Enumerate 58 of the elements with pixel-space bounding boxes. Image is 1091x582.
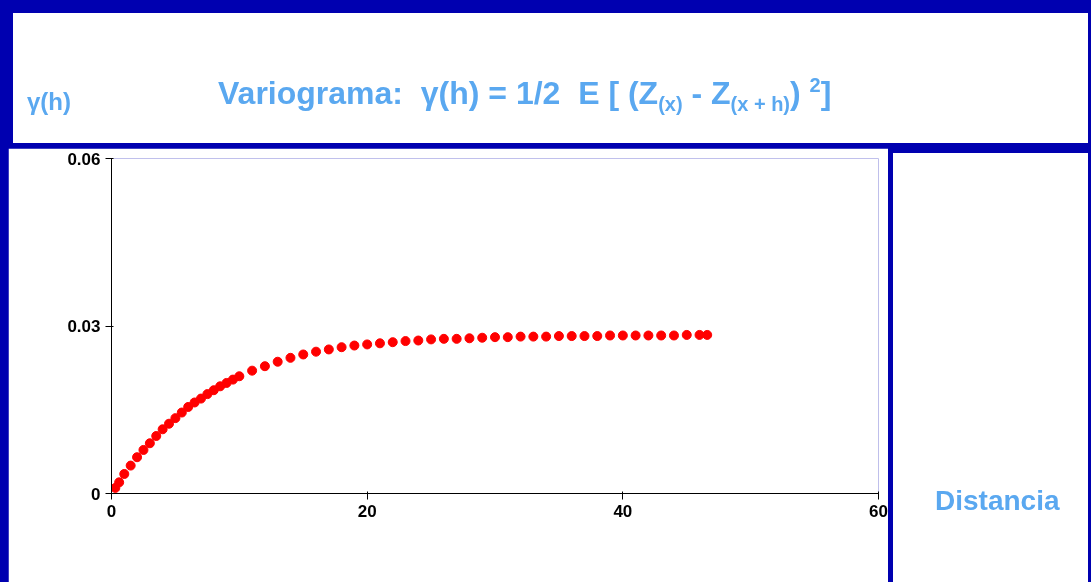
point <box>234 371 245 382</box>
point <box>643 330 654 341</box>
point <box>164 418 175 429</box>
point <box>515 331 526 342</box>
y-tick-label: 0.03 <box>67 317 101 336</box>
point <box>298 349 309 360</box>
point <box>426 334 437 345</box>
point <box>528 331 539 342</box>
point <box>451 333 462 344</box>
y-axis-title: γ(h) <box>27 87 71 117</box>
point <box>502 332 513 343</box>
x-tick-label: 0 <box>106 501 117 521</box>
chart-title: Variograma: γ(h) = 1/2 E [ (Z$_{(x)}$ - Z$_{(x + h)}$) $^{2}$] <box>218 73 832 118</box>
point <box>323 344 334 355</box>
point <box>247 365 258 376</box>
point <box>477 332 488 343</box>
point <box>144 438 155 449</box>
point <box>702 329 713 340</box>
point <box>176 407 187 418</box>
point <box>592 331 603 342</box>
point <box>151 431 162 441</box>
point <box>336 342 347 353</box>
point <box>668 330 679 341</box>
x-tick-label: 40 <box>613 501 633 521</box>
point <box>490 332 500 343</box>
point <box>566 331 577 342</box>
point <box>464 333 475 344</box>
point <box>579 331 590 342</box>
point <box>362 339 373 350</box>
point <box>125 460 136 471</box>
point <box>541 331 552 342</box>
point <box>681 329 692 340</box>
point <box>617 330 628 341</box>
y-tick-label: 0.06 <box>67 149 101 169</box>
point <box>438 333 449 344</box>
point <box>656 330 667 341</box>
point <box>272 356 283 367</box>
point <box>387 337 398 348</box>
x-tick-label: 60 <box>869 501 888 521</box>
x-axis-title: Distancia <box>935 484 1060 518</box>
point <box>630 330 641 341</box>
point <box>349 340 360 351</box>
point <box>157 424 168 435</box>
point <box>132 452 143 463</box>
x-tick-label: 20 <box>357 501 377 521</box>
point <box>114 477 125 488</box>
point <box>605 330 616 341</box>
point <box>259 361 270 372</box>
point <box>285 352 296 363</box>
point <box>138 444 149 455</box>
point <box>400 336 411 347</box>
point <box>170 413 181 424</box>
point <box>374 338 385 349</box>
point <box>413 335 424 346</box>
point <box>553 331 564 342</box>
y-tick-label: 0 <box>91 484 101 504</box>
point <box>311 346 322 357</box>
point <box>119 468 130 479</box>
